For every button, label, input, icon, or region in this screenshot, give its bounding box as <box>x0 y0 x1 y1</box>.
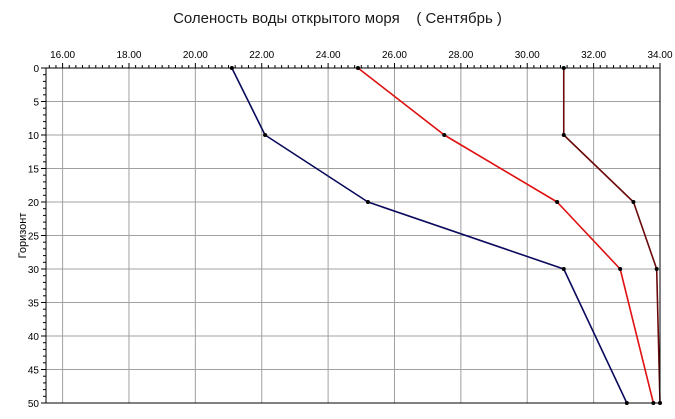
y-tick-label: 45 <box>28 366 40 377</box>
y-tick-label: 10 <box>28 131 40 142</box>
y-tick-label: 15 <box>28 165 40 176</box>
y-tick-label: 25 <box>28 232 40 243</box>
series-1-point <box>263 133 268 137</box>
grid <box>46 67 661 404</box>
series-lines <box>229 66 662 405</box>
x-tick-label: 28.00 <box>448 50 473 61</box>
y-tick-label: 0 <box>33 64 39 75</box>
x-tick-label: 26.00 <box>382 50 407 61</box>
series-3-point <box>654 267 659 271</box>
x-tick-label: 16.00 <box>50 50 75 61</box>
chart-title: Соленость воды открытого моря ( Сентябрь… <box>173 10 502 27</box>
series-3-point <box>561 133 566 137</box>
series-2-point <box>555 200 560 204</box>
x-tick-label: 34.00 <box>647 50 672 61</box>
x-tick-label: 24.00 <box>316 50 341 61</box>
x-tick-label: 32.00 <box>581 50 606 61</box>
y-tick-label: 5 <box>33 98 39 109</box>
y-tick-label: 40 <box>28 332 40 343</box>
series-3-point <box>631 200 636 204</box>
y-tick-label: 35 <box>28 299 40 310</box>
y-tick-label: 20 <box>28 198 40 209</box>
axis-labels: 16.00 18.00 20.00 22.00 24.00 26.00 28.00 30.00… <box>17 50 673 410</box>
y-tick-label: 50 <box>28 399 40 410</box>
series-1-point <box>561 267 566 271</box>
series-2-point <box>618 267 623 271</box>
y-axis-title: Горизонт <box>17 213 29 259</box>
y-tick-label: 30 <box>28 265 40 276</box>
axis-ticks <box>41 63 661 404</box>
x-tick-label: 22.00 <box>249 50 274 61</box>
x-tick-label: 30.00 <box>515 50 540 61</box>
series-1-point <box>365 200 370 204</box>
series-2-point <box>442 133 447 137</box>
x-tick-label: 20.00 <box>183 50 208 61</box>
x-tick-label: 18.00 <box>116 50 141 61</box>
